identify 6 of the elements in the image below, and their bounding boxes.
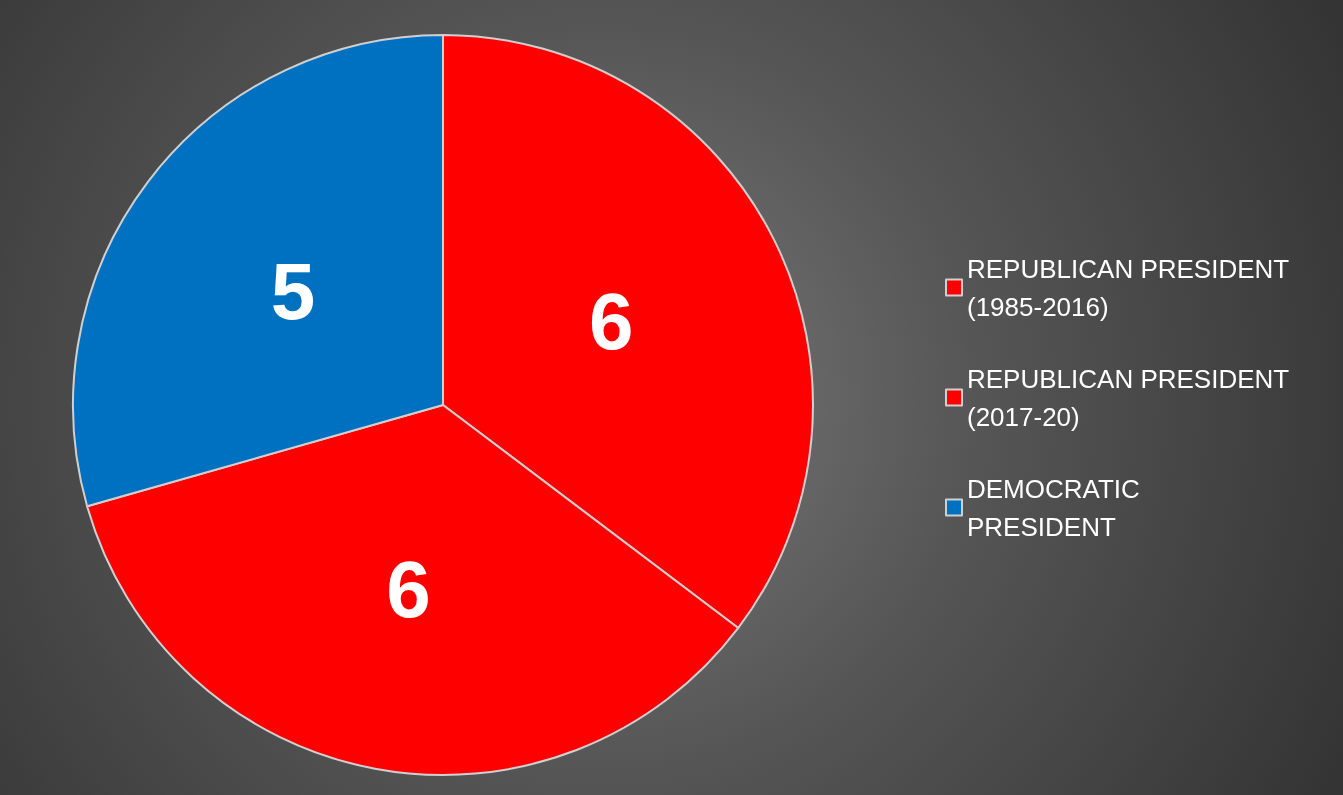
data-label: 6 [386, 545, 431, 635]
legend-label: REPUBLICAN PRESIDENT (2017-20) [967, 363, 1296, 432]
legend-label: DEMOCRATIC PRESIDENT [967, 473, 1148, 542]
data-label: 5 [270, 247, 316, 337]
data-label: 6 [589, 276, 634, 366]
legend-label: REPUBLICAN PRESIDENT (1985-2016) [967, 253, 1296, 322]
